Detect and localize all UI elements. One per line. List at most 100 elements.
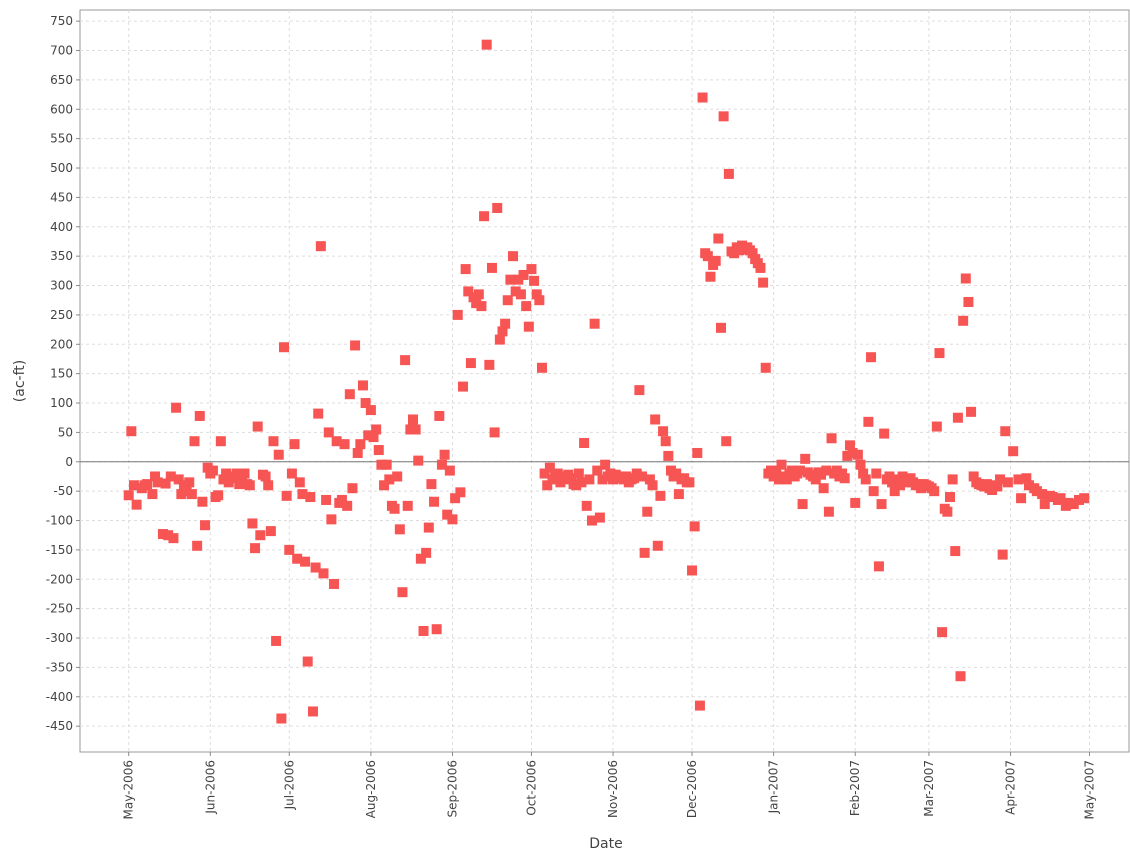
data-point xyxy=(810,474,821,485)
data-point xyxy=(760,362,771,373)
data-point xyxy=(281,490,292,501)
y-tick-label: -50 xyxy=(53,484,73,498)
data-point xyxy=(357,380,368,391)
data-point xyxy=(247,518,258,529)
data-point xyxy=(658,426,669,437)
data-point xyxy=(715,322,726,333)
data-point xyxy=(842,450,853,461)
data-point xyxy=(1068,499,1079,510)
data-point xyxy=(800,453,811,464)
y-tick-label: 550 xyxy=(50,132,73,146)
data-point xyxy=(415,553,426,564)
data-point xyxy=(950,546,961,557)
data-point xyxy=(215,436,226,447)
data-point xyxy=(515,289,526,300)
data-point xyxy=(1039,499,1050,510)
data-point xyxy=(687,565,698,576)
data-point xyxy=(713,233,724,244)
data-point xyxy=(868,486,879,497)
data-point xyxy=(844,440,855,451)
data-point xyxy=(450,493,461,504)
data-point xyxy=(852,449,863,460)
data-point xyxy=(394,524,405,535)
data-point xyxy=(265,526,276,537)
data-point xyxy=(489,427,500,438)
data-point xyxy=(497,326,508,337)
data-point xyxy=(768,471,779,482)
data-point xyxy=(202,462,213,473)
data-point xyxy=(705,271,716,282)
data-point xyxy=(352,447,363,458)
y-tick-label: 750 xyxy=(50,14,73,28)
y-tick-label: -350 xyxy=(46,660,73,674)
data-point xyxy=(787,465,798,476)
data-point xyxy=(128,480,139,491)
data-point xyxy=(147,489,158,500)
data-point xyxy=(1023,480,1034,491)
data-point xyxy=(931,421,942,432)
x-tick-label: Sep-2006 xyxy=(445,760,459,818)
data-point xyxy=(439,449,450,460)
data-point xyxy=(586,515,597,526)
data-point xyxy=(797,499,808,510)
data-point xyxy=(1037,489,1048,500)
data-point xyxy=(123,490,134,501)
data-point xyxy=(273,449,284,460)
data-point xyxy=(1079,493,1090,504)
data-point xyxy=(465,358,476,369)
data-point xyxy=(765,465,776,476)
data-point xyxy=(163,530,174,541)
data-point xyxy=(310,562,321,573)
data-point xyxy=(879,428,890,439)
data-point xyxy=(286,468,297,479)
data-point xyxy=(684,477,695,488)
plot-area xyxy=(79,9,1130,753)
data-point xyxy=(958,315,969,326)
y-tick-label: -250 xyxy=(46,602,73,616)
data-point xyxy=(463,286,474,297)
data-point xyxy=(389,503,400,514)
data-point xyxy=(331,436,342,447)
data-point xyxy=(347,483,358,494)
data-point xyxy=(492,202,503,213)
data-point xyxy=(436,459,447,470)
data-point xyxy=(671,468,682,479)
data-point xyxy=(429,496,440,507)
data-point xyxy=(858,468,869,479)
data-point xyxy=(823,506,834,517)
data-point xyxy=(355,439,366,450)
data-point xyxy=(729,248,740,259)
data-point xyxy=(576,477,587,488)
x-tick-label: May-2006 xyxy=(122,760,136,819)
data-point xyxy=(565,473,576,484)
data-point xyxy=(326,514,337,525)
data-point xyxy=(455,487,466,498)
data-point xyxy=(315,241,326,252)
data-point xyxy=(365,405,376,416)
data-point xyxy=(652,540,663,551)
y-tick-label: -100 xyxy=(46,514,73,528)
data-point xyxy=(747,248,758,259)
y-tick-label: 400 xyxy=(50,220,73,234)
data-point xyxy=(860,474,871,485)
data-point xyxy=(197,496,208,507)
data-point xyxy=(255,530,266,541)
data-point xyxy=(400,355,411,366)
data-point xyxy=(536,362,547,373)
data-point xyxy=(839,473,850,484)
data-point xyxy=(850,497,861,508)
data-point xyxy=(131,499,142,510)
data-point xyxy=(379,480,390,491)
data-point xyxy=(526,264,537,275)
data-point xyxy=(434,410,445,421)
data-point xyxy=(892,474,903,485)
data-point xyxy=(300,556,311,567)
data-point xyxy=(271,635,282,646)
data-point xyxy=(655,490,666,501)
x-tick-label: Jul-2006 xyxy=(282,760,296,810)
data-point xyxy=(571,480,582,491)
data-point xyxy=(1063,497,1074,508)
data-point xyxy=(710,255,721,266)
data-point xyxy=(344,389,355,400)
data-point xyxy=(1047,492,1058,503)
